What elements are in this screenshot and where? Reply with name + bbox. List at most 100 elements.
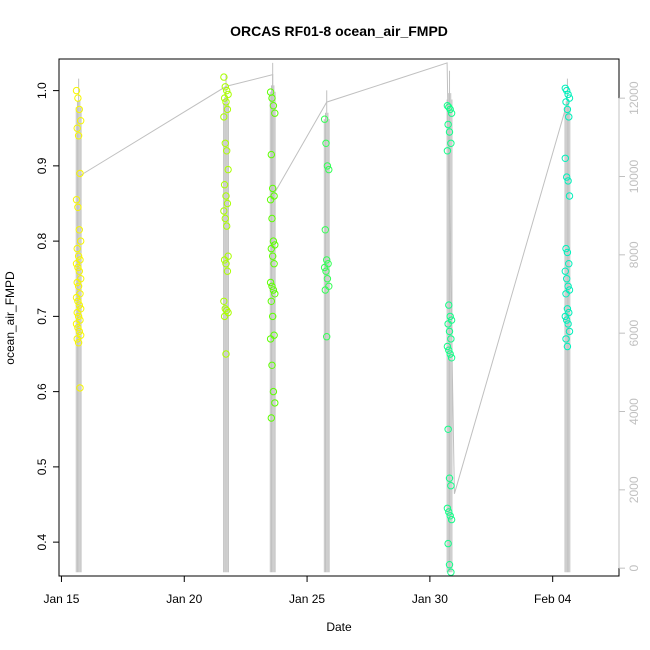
data-point — [564, 320, 572, 328]
y-tick-label: 0.6 — [35, 383, 49, 400]
data-point — [223, 267, 232, 275]
chart-title: ORCAS RF01-8 ocean_air_FMPD — [230, 23, 448, 39]
data-point — [269, 237, 278, 245]
data-point — [270, 260, 278, 268]
data-point — [446, 512, 454, 520]
data-point — [75, 267, 84, 275]
data-point — [269, 184, 277, 193]
data-point — [268, 361, 276, 369]
data-point — [220, 94, 229, 102]
data-point — [447, 109, 456, 117]
data-point — [445, 103, 453, 111]
y2-tick-label: 10000 — [627, 159, 641, 193]
data-point — [445, 327, 454, 336]
data-point — [446, 350, 454, 358]
data-point — [269, 312, 277, 321]
data-point — [76, 384, 84, 392]
data-point — [74, 132, 83, 140]
data-point — [72, 320, 81, 328]
data-point — [445, 508, 453, 516]
y2-tick-label: 4000 — [627, 398, 641, 425]
data-point — [447, 568, 455, 576]
data-point — [73, 335, 81, 343]
data-point — [444, 320, 452, 328]
x-tick-label: Jan 25 — [289, 592, 325, 606]
data-point — [447, 335, 455, 343]
data-point — [563, 275, 571, 283]
data-point — [220, 297, 228, 305]
data-point — [222, 192, 230, 200]
data-point — [446, 312, 454, 321]
data-point — [268, 214, 276, 223]
data-point — [266, 278, 275, 287]
data-point — [325, 165, 333, 174]
data-point — [445, 474, 454, 482]
data-point — [320, 263, 329, 272]
x-axis: Jan 15 Jan 20 Jan 25 Jan 30 Feb 04 — [43, 575, 572, 606]
data-point — [72, 260, 81, 268]
data-point — [77, 117, 85, 125]
y2-tick-label: 8000 — [627, 241, 641, 268]
x-tick-label: Jan 20 — [166, 592, 202, 606]
data-point — [323, 333, 331, 341]
y-tick-label: 0.9 — [35, 157, 49, 174]
data-point — [223, 105, 232, 114]
data-point — [323, 256, 331, 264]
x-axis-label: Date — [326, 620, 352, 634]
data-point — [565, 260, 573, 268]
x-tick-label: Jan 15 — [43, 592, 79, 606]
data-point — [322, 267, 330, 275]
data-point — [220, 73, 228, 81]
data-point — [565, 327, 574, 336]
data-point — [74, 282, 83, 290]
data-point — [221, 139, 230, 148]
data-point — [563, 248, 572, 257]
data-point — [563, 173, 571, 181]
data-points — [72, 73, 574, 576]
data-point — [323, 162, 332, 170]
y2-tick-label: 12000 — [627, 81, 641, 115]
data-point — [564, 177, 572, 185]
data-point — [444, 425, 452, 433]
data-point — [445, 561, 454, 569]
data-point — [220, 207, 228, 215]
data-point — [220, 181, 229, 189]
data-point — [76, 169, 84, 178]
y-tick-label: 0.5 — [35, 458, 49, 475]
data-point — [223, 222, 231, 230]
y-tick-label: 0.7 — [35, 308, 49, 325]
data-point — [444, 539, 452, 548]
data-point — [561, 267, 569, 275]
data-point — [223, 199, 232, 208]
data-point — [74, 324, 82, 332]
secondary-y-axis: 0 2000 4000 6000 8000 10000 12000 — [618, 81, 641, 572]
data-point — [443, 147, 452, 155]
data-point — [220, 256, 229, 264]
data-point — [445, 346, 453, 354]
data-point — [74, 203, 82, 212]
data-point — [77, 237, 85, 245]
data-point — [73, 124, 81, 132]
y2-tick-label: 0 — [627, 565, 641, 572]
data-point — [269, 286, 278, 294]
y2-tick-label: 6000 — [627, 319, 641, 346]
data-point — [220, 312, 229, 321]
data-point — [74, 312, 83, 321]
data-point — [269, 102, 278, 110]
data-point — [443, 342, 452, 351]
data-point — [268, 94, 276, 102]
data-point — [221, 214, 230, 223]
data-point — [74, 94, 82, 102]
y-tick-label: 0.8 — [35, 232, 49, 249]
x-tick-label: Feb 04 — [534, 592, 572, 606]
data-point — [563, 316, 571, 324]
data-point — [224, 165, 232, 174]
data-point — [447, 515, 456, 524]
data-point — [563, 305, 572, 313]
data-point — [266, 335, 275, 343]
data-point — [563, 86, 571, 95]
data-point — [75, 105, 84, 114]
data-point — [267, 297, 275, 305]
data-point — [223, 147, 231, 155]
data-point — [221, 83, 230, 91]
